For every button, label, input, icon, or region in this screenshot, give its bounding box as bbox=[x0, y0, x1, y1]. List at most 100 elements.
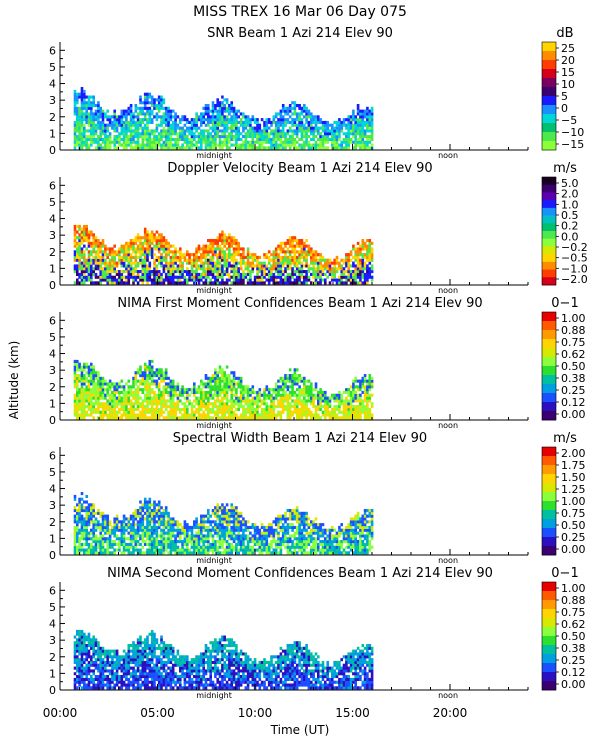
heatmap-cell bbox=[321, 126, 325, 130]
heatmap-cell bbox=[305, 385, 308, 389]
heatmap-cell bbox=[111, 402, 114, 406]
heatmap-cell bbox=[76, 388, 79, 392]
heatmap-cell bbox=[160, 239, 163, 243]
heatmap-cell bbox=[139, 382, 142, 386]
heatmap-cell bbox=[366, 267, 369, 271]
heatmap-cell bbox=[146, 410, 149, 414]
heatmap-cell bbox=[326, 270, 329, 274]
heatmap-cell bbox=[94, 272, 98, 276]
heatmap-cell bbox=[157, 255, 161, 259]
heatmap-cell bbox=[146, 101, 149, 105]
heatmap-cell bbox=[279, 132, 283, 136]
colorbar-swatch bbox=[542, 69, 556, 79]
heatmap-cell bbox=[225, 247, 229, 251]
heatmap-cell bbox=[118, 410, 121, 414]
heatmap-cell bbox=[279, 270, 283, 274]
heatmap-cell bbox=[232, 281, 236, 285]
heatmap-cell bbox=[342, 275, 346, 279]
heatmap-cell bbox=[85, 520, 88, 524]
heatmap-cell bbox=[279, 272, 283, 276]
heatmap-cell bbox=[232, 247, 236, 251]
heatmap-cell bbox=[148, 244, 152, 248]
heatmap-cell bbox=[256, 410, 259, 414]
heatmap-cell bbox=[356, 281, 360, 285]
heatmap-cell bbox=[204, 137, 208, 141]
heatmap-cell bbox=[258, 388, 262, 392]
heatmap-cell bbox=[218, 143, 222, 147]
panel-1: SNR Beam 1 Azi 214 Elev 90 dB0123456midni… bbox=[49, 26, 584, 160]
heatmap-cell bbox=[122, 270, 126, 274]
heatmap-cell bbox=[146, 118, 149, 122]
heatmap-cell bbox=[214, 281, 217, 285]
heatmap-cell bbox=[274, 140, 278, 144]
heatmap-cell bbox=[136, 396, 140, 400]
heatmap-cell bbox=[197, 135, 201, 139]
heatmap-cell bbox=[169, 146, 173, 150]
heatmap-cell bbox=[176, 264, 180, 268]
heatmap-cell bbox=[94, 376, 98, 380]
heatmap-cell bbox=[319, 275, 322, 279]
heatmap-cell bbox=[87, 123, 91, 127]
heatmap-cell bbox=[181, 416, 184, 420]
heatmap-cell bbox=[228, 118, 231, 122]
heatmap-cell bbox=[146, 109, 149, 113]
heatmap-cell bbox=[356, 104, 360, 108]
heatmap-cell bbox=[73, 140, 77, 144]
heatmap-cell bbox=[284, 253, 287, 257]
heatmap-cell bbox=[368, 120, 372, 124]
heatmap-cell bbox=[99, 126, 102, 130]
heatmap-cell bbox=[221, 270, 224, 274]
heatmap-cell bbox=[214, 123, 217, 127]
heatmap-cell bbox=[274, 264, 278, 268]
heatmap-cell bbox=[239, 275, 243, 279]
heatmap-cell bbox=[134, 126, 138, 130]
heatmap-cell bbox=[127, 255, 131, 259]
heatmap-cell bbox=[73, 95, 77, 99]
heatmap-cell bbox=[90, 362, 93, 366]
heatmap-cell bbox=[80, 109, 84, 113]
heatmap-cell bbox=[122, 112, 126, 116]
heatmap-cell bbox=[221, 233, 224, 237]
heatmap-cell bbox=[129, 126, 133, 130]
heatmap-cell bbox=[239, 118, 243, 122]
heatmap-cell bbox=[288, 241, 292, 245]
heatmap-cells bbox=[73, 87, 374, 150]
heatmap-cell bbox=[127, 281, 131, 285]
heatmap-cell bbox=[218, 281, 222, 285]
heatmap-cell bbox=[80, 120, 84, 124]
heatmap-cell bbox=[143, 95, 147, 99]
heatmap-cell bbox=[293, 132, 297, 136]
heatmap-cell bbox=[87, 129, 91, 133]
heatmap-cell bbox=[73, 542, 77, 546]
heatmap-cell bbox=[87, 396, 91, 400]
heatmap-cell bbox=[265, 146, 269, 150]
heatmap-cell bbox=[295, 132, 299, 136]
heatmap-cell bbox=[78, 376, 81, 380]
noon-label: noon bbox=[438, 421, 458, 430]
heatmap-cell bbox=[326, 267, 329, 271]
heatmap-cell bbox=[291, 413, 294, 417]
heatmap-cell bbox=[284, 405, 287, 409]
heatmap-cell bbox=[242, 272, 245, 276]
colorbar-swatch bbox=[542, 246, 556, 255]
heatmap-cell bbox=[265, 137, 269, 141]
heatmap-cell bbox=[129, 393, 133, 397]
heatmap-cell bbox=[111, 255, 114, 259]
heatmap-cell bbox=[274, 261, 278, 265]
heatmap-cell bbox=[139, 388, 142, 392]
heatmap-cell bbox=[85, 523, 88, 527]
heatmap-cell bbox=[157, 376, 161, 380]
heatmap-cell bbox=[274, 281, 278, 285]
heatmap-cell bbox=[92, 393, 95, 397]
heatmap-cell bbox=[251, 143, 255, 147]
heatmap-cell bbox=[359, 247, 362, 251]
heatmap-cell bbox=[132, 272, 135, 276]
heatmap-cell bbox=[326, 132, 329, 136]
heatmap-cell bbox=[331, 410, 334, 414]
heatmap-cell bbox=[272, 143, 276, 147]
heatmap-cell bbox=[363, 120, 367, 124]
heatmap-cell bbox=[73, 101, 77, 105]
heatmap-cell bbox=[80, 405, 84, 409]
heatmap-cell bbox=[127, 126, 131, 130]
heatmap-cell bbox=[139, 101, 142, 105]
